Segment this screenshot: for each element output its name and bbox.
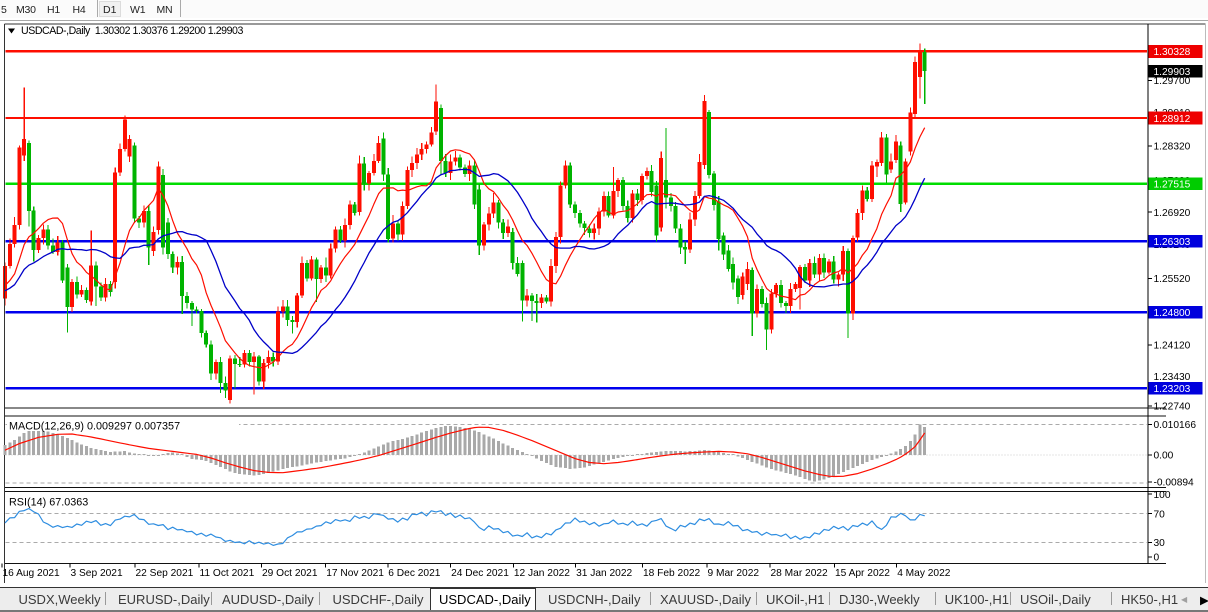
- svg-text:1.24120: 1.24120: [1154, 341, 1191, 352]
- svg-text:0: 0: [1154, 553, 1160, 564]
- svg-text:1.28912: 1.28912: [1154, 114, 1191, 125]
- svg-text:9 Mar 2022: 9 Mar 2022: [708, 568, 760, 579]
- svg-text:MACD(12,26,9) 0.009297 0.00735: MACD(12,26,9) 0.009297 0.007357: [9, 421, 180, 433]
- svg-text:31 Jan 2022: 31 Jan 2022: [576, 568, 632, 579]
- svg-text:1.29903: 1.29903: [1154, 67, 1191, 78]
- svg-text:70: 70: [1154, 509, 1166, 520]
- svg-text:-0.00894: -0.00894: [1154, 478, 1195, 489]
- svg-text:1.22740: 1.22740: [1154, 402, 1191, 413]
- svg-text:0.00: 0.00: [1154, 451, 1174, 462]
- svg-text:12 Jan 2022: 12 Jan 2022: [514, 568, 570, 579]
- svg-text:11 Oct 2021: 11 Oct 2021: [200, 568, 255, 579]
- svg-text:24 Dec 2021: 24 Dec 2021: [451, 568, 509, 579]
- svg-text:15 Apr 2022: 15 Apr 2022: [835, 568, 890, 579]
- svg-text:1.27515: 1.27515: [1154, 180, 1191, 191]
- svg-text:1.23203: 1.23203: [1154, 384, 1191, 395]
- svg-text:1.23430: 1.23430: [1154, 372, 1191, 383]
- svg-text:1.26920: 1.26920: [1154, 208, 1191, 219]
- svg-text:RSI(14) 67.0363: RSI(14) 67.0363: [9, 497, 88, 509]
- svg-text:0.010166: 0.010166: [1154, 420, 1197, 431]
- svg-text:1.30328: 1.30328: [1154, 47, 1191, 58]
- svg-text:3 Sep 2021: 3 Sep 2021: [71, 568, 123, 579]
- svg-text:6 Dec 2021: 6 Dec 2021: [388, 568, 440, 579]
- svg-text:17 Nov 2021: 17 Nov 2021: [326, 568, 384, 579]
- svg-text:1.29700: 1.29700: [1154, 76, 1191, 87]
- svg-text:30: 30: [1154, 538, 1166, 549]
- svg-text:28 Mar 2022: 28 Mar 2022: [771, 568, 829, 579]
- svg-text:1.24800: 1.24800: [1154, 308, 1191, 319]
- svg-text:22 Sep 2021: 22 Sep 2021: [136, 568, 194, 579]
- svg-text:18 Feb 2022: 18 Feb 2022: [643, 568, 701, 579]
- svg-text:100: 100: [1154, 490, 1171, 501]
- svg-text:USDCAD-,Daily 1.30302 1.30376: USDCAD-,Daily 1.30302 1.30376 1.29200 1.…: [21, 25, 244, 37]
- svg-text:29 Oct 2021: 29 Oct 2021: [262, 568, 318, 579]
- svg-text:1.28320: 1.28320: [1154, 142, 1191, 153]
- svg-text:16 Aug 2021: 16 Aug 2021: [3, 568, 61, 579]
- svg-text:4 May 2022: 4 May 2022: [897, 568, 951, 579]
- svg-text:1.26303: 1.26303: [1154, 237, 1191, 248]
- svg-text:1.25520: 1.25520: [1154, 274, 1191, 285]
